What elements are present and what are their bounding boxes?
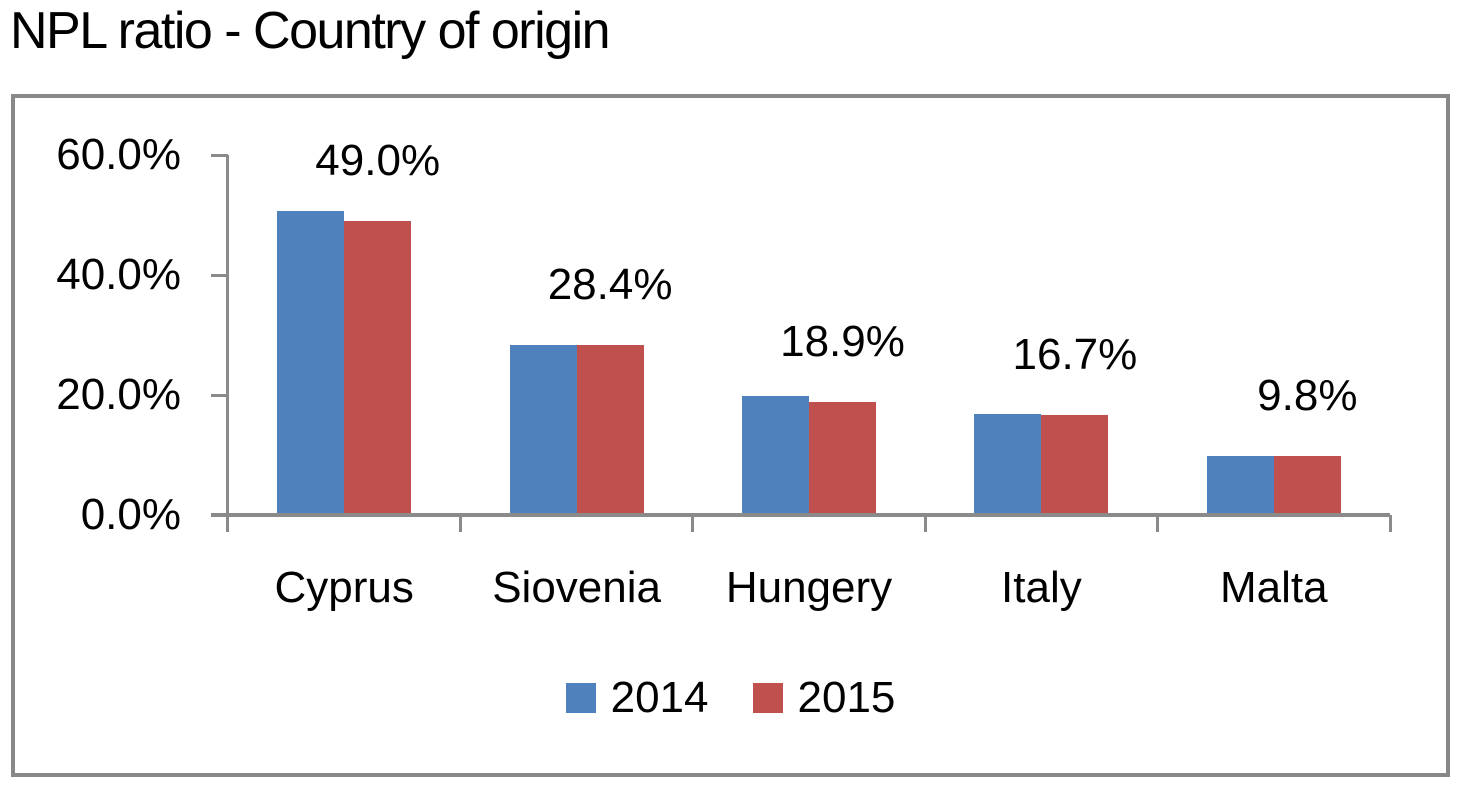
bar-2015-siovenia <box>576 344 644 515</box>
data-label: 28.4% <box>547 259 673 309</box>
bar-2015-italy <box>1041 414 1109 515</box>
y-axis-line <box>226 155 229 532</box>
x-category-label: Malta <box>1220 563 1328 612</box>
bar-2014-italy <box>974 414 1042 515</box>
x-tick-mark <box>691 515 695 532</box>
y-tick-label: 0.0% <box>80 490 181 539</box>
bar-2015-hungery <box>809 401 876 515</box>
data-label: 18.9% <box>780 316 905 366</box>
x-tick-mark <box>458 515 462 532</box>
y-tick-label: 60.0% <box>56 130 181 179</box>
legend-swatch-2014-icon <box>565 683 596 713</box>
bar-2015-malta <box>1273 456 1341 515</box>
x-category-label: Cyprus <box>274 563 414 612</box>
x-category-label: Siovenia <box>492 563 661 612</box>
chart-frame: 60.0% 40.0% 20.0% 0.0% 49.0% Cyprus 28.4% Siove… <box>11 94 1450 777</box>
x-tick-mark <box>1388 515 1392 532</box>
bar-2014-cyprus <box>277 211 345 515</box>
y-tick-label: 40.0% <box>56 250 181 299</box>
plot-area: 60.0% 40.0% 20.0% 0.0% 49.0% Cyprus 28.4% Siove… <box>15 98 1446 773</box>
bar-2014-siovenia <box>509 344 577 515</box>
legend-item-2014: 2014 <box>565 673 709 722</box>
y-tick-mark <box>211 153 228 157</box>
legend-label-2015: 2015 <box>797 673 896 722</box>
x-tick-mark <box>923 515 927 532</box>
x-tick-mark <box>1156 515 1160 532</box>
legend-item-2015: 2015 <box>752 673 896 722</box>
chart-title: NPL ratio - Country of origin <box>10 2 611 60</box>
bar-2014-hungery <box>742 395 809 515</box>
y-tick-label: 20.0% <box>56 370 181 419</box>
data-label: 49.0% <box>315 136 441 185</box>
bar-2015-cyprus <box>344 221 412 515</box>
x-axis-line <box>211 513 1390 517</box>
legend: 2014 2015 <box>15 676 1446 720</box>
data-label: 16.7% <box>1012 329 1138 379</box>
y-tick-mark <box>211 393 228 397</box>
legend-label-2014: 2014 <box>610 673 709 722</box>
legend-swatch-2015-icon <box>752 683 783 713</box>
x-category-label: Hungery <box>725 563 893 612</box>
x-category-label: Italy <box>1001 563 1082 612</box>
bar-2014-malta <box>1206 456 1274 515</box>
data-label: 9.8% <box>1257 371 1358 421</box>
y-tick-mark <box>211 273 228 277</box>
